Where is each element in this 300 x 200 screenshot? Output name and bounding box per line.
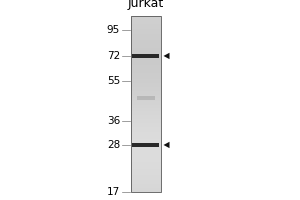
Bar [132,54,159,58]
Text: 55: 55 [107,76,120,86]
Text: 36: 36 [107,116,120,126]
Bar [136,96,154,100]
Polygon shape [164,53,169,59]
Text: 17: 17 [107,187,120,197]
Polygon shape [164,142,169,148]
Text: Jurkat: Jurkat [128,0,164,10]
Text: 95: 95 [107,25,120,35]
Bar [130,16,160,192]
Text: 28: 28 [107,140,120,150]
Bar [132,143,159,147]
Text: 72: 72 [107,51,120,61]
